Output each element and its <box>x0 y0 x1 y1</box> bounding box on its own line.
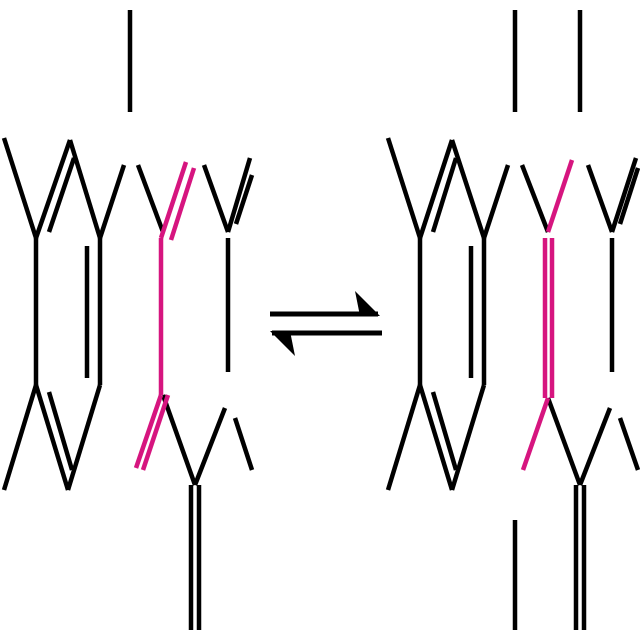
left-structure <box>1 10 255 630</box>
reverse-arrow-head <box>270 331 295 356</box>
forward-arrow-head <box>355 291 380 316</box>
left-highlighted-bonds <box>133 161 197 471</box>
left-middle-black-bonds <box>135 164 198 486</box>
left-ring <box>1 137 127 491</box>
right-right-portion <box>573 157 640 630</box>
right-middle-black-bonds <box>519 164 583 486</box>
equilibrium-arrows <box>270 291 382 356</box>
right-structure <box>385 10 640 630</box>
right-highlighted-bonds <box>520 159 575 471</box>
right-ring <box>385 137 511 491</box>
left-right-portion <box>188 157 255 630</box>
